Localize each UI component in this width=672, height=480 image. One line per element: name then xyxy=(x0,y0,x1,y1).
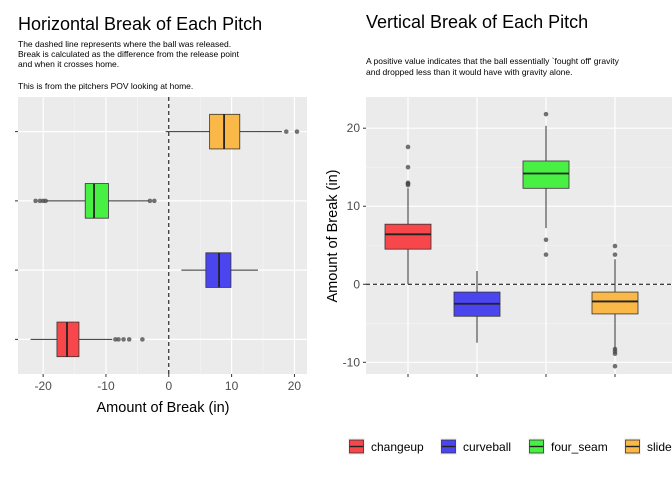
outlier-point xyxy=(140,337,145,342)
boxplot-slider xyxy=(165,113,300,150)
x-tick-label: 10 xyxy=(225,379,239,393)
vertical-y-axis-title: Amount of Break (in) xyxy=(325,170,341,303)
horizontal-subtitle-line-5: This is from the pitchers POV looking at… xyxy=(18,81,193,91)
boxplot-changeup xyxy=(30,321,145,358)
boxplot-curveball xyxy=(181,252,258,288)
legend-item-changeup: changeup xyxy=(348,438,424,455)
outlier-point xyxy=(126,337,132,342)
y-tick-label: 10 xyxy=(347,199,361,213)
outlier-point xyxy=(612,346,618,352)
horizontal-break-chart: Horizontal Break of Each Pitch The dashe… xyxy=(15,14,307,416)
horizontal-x-axis-title: Amount of Break (in) xyxy=(97,400,230,416)
boxplot-changeup xyxy=(384,144,432,285)
vertical-chart-title: Vertical Break of Each Pitch xyxy=(366,12,588,32)
legend-label: four_seam xyxy=(551,440,608,454)
x-tick-label: 20 xyxy=(288,379,302,393)
legend-label: slider xyxy=(647,440,672,454)
x-tick-label: -20 xyxy=(34,379,52,393)
outlier-point xyxy=(612,363,618,369)
boxplot-slider xyxy=(591,243,639,369)
vertical-subtitle-line-1: A positive value indicates that the ball… xyxy=(366,56,620,66)
outlier-point xyxy=(147,198,153,204)
legend-item-slider: slider xyxy=(624,438,672,455)
boxplot-four_seam xyxy=(33,183,157,219)
boxplot-curveball xyxy=(453,271,501,343)
vertical-boxplots xyxy=(366,111,672,369)
outlier-point xyxy=(283,129,289,134)
legend-label: curveball xyxy=(463,440,511,454)
outlier-point xyxy=(543,111,549,117)
horizontal-x-ticks: -20 -10 0 10 20 xyxy=(15,131,302,393)
outlier-point xyxy=(405,164,411,170)
outlier-point xyxy=(612,243,618,249)
y-tick-label: 20 xyxy=(347,121,361,135)
outlier-point xyxy=(121,337,126,342)
horizontal-boxplots xyxy=(30,97,300,374)
box xyxy=(522,160,570,189)
horizontal-subtitle-line-1: The dashed line represents where the bal… xyxy=(18,39,231,49)
x-tick-label: -10 xyxy=(97,379,115,393)
outlier-point xyxy=(612,252,618,257)
box xyxy=(591,291,639,315)
x-tick-label: 0 xyxy=(165,379,172,393)
vertical-break-chart: Vertical Break of Each Pitch A positive … xyxy=(325,12,672,377)
outlier-point xyxy=(543,252,549,257)
legend: changeup curveball four_seam slider xyxy=(348,438,672,455)
legend-item-four_seam: four_seam xyxy=(528,438,608,455)
outlier-point xyxy=(543,237,549,243)
outlier-point xyxy=(405,144,411,150)
horizontal-subtitle-line-2: Break is calculated as the difference fr… xyxy=(18,49,240,59)
horizontal-chart-title: Horizontal Break of Each Pitch xyxy=(18,14,262,34)
outlier-point xyxy=(43,198,48,204)
outlier-point xyxy=(294,129,300,134)
outlier-point xyxy=(33,198,38,204)
vertical-subtitle-line-2: and dropped less than it would have with… xyxy=(366,67,573,77)
legend-label: changeup xyxy=(371,440,424,454)
box xyxy=(56,321,80,358)
vertical-y-ticks: -10 0 10 20 xyxy=(343,121,616,377)
y-tick-label: -10 xyxy=(343,355,361,369)
outlier-point xyxy=(116,337,121,342)
box xyxy=(384,223,432,250)
legend-item-curveball: curveball xyxy=(440,438,511,455)
box xyxy=(84,183,109,219)
y-tick-label: 0 xyxy=(353,277,360,291)
outlier-point xyxy=(405,180,411,186)
outlier-point xyxy=(152,198,157,204)
boxplot-four_seam xyxy=(522,111,570,257)
horizontal-subtitle-line-3: and when it crosses home. xyxy=(18,59,119,69)
